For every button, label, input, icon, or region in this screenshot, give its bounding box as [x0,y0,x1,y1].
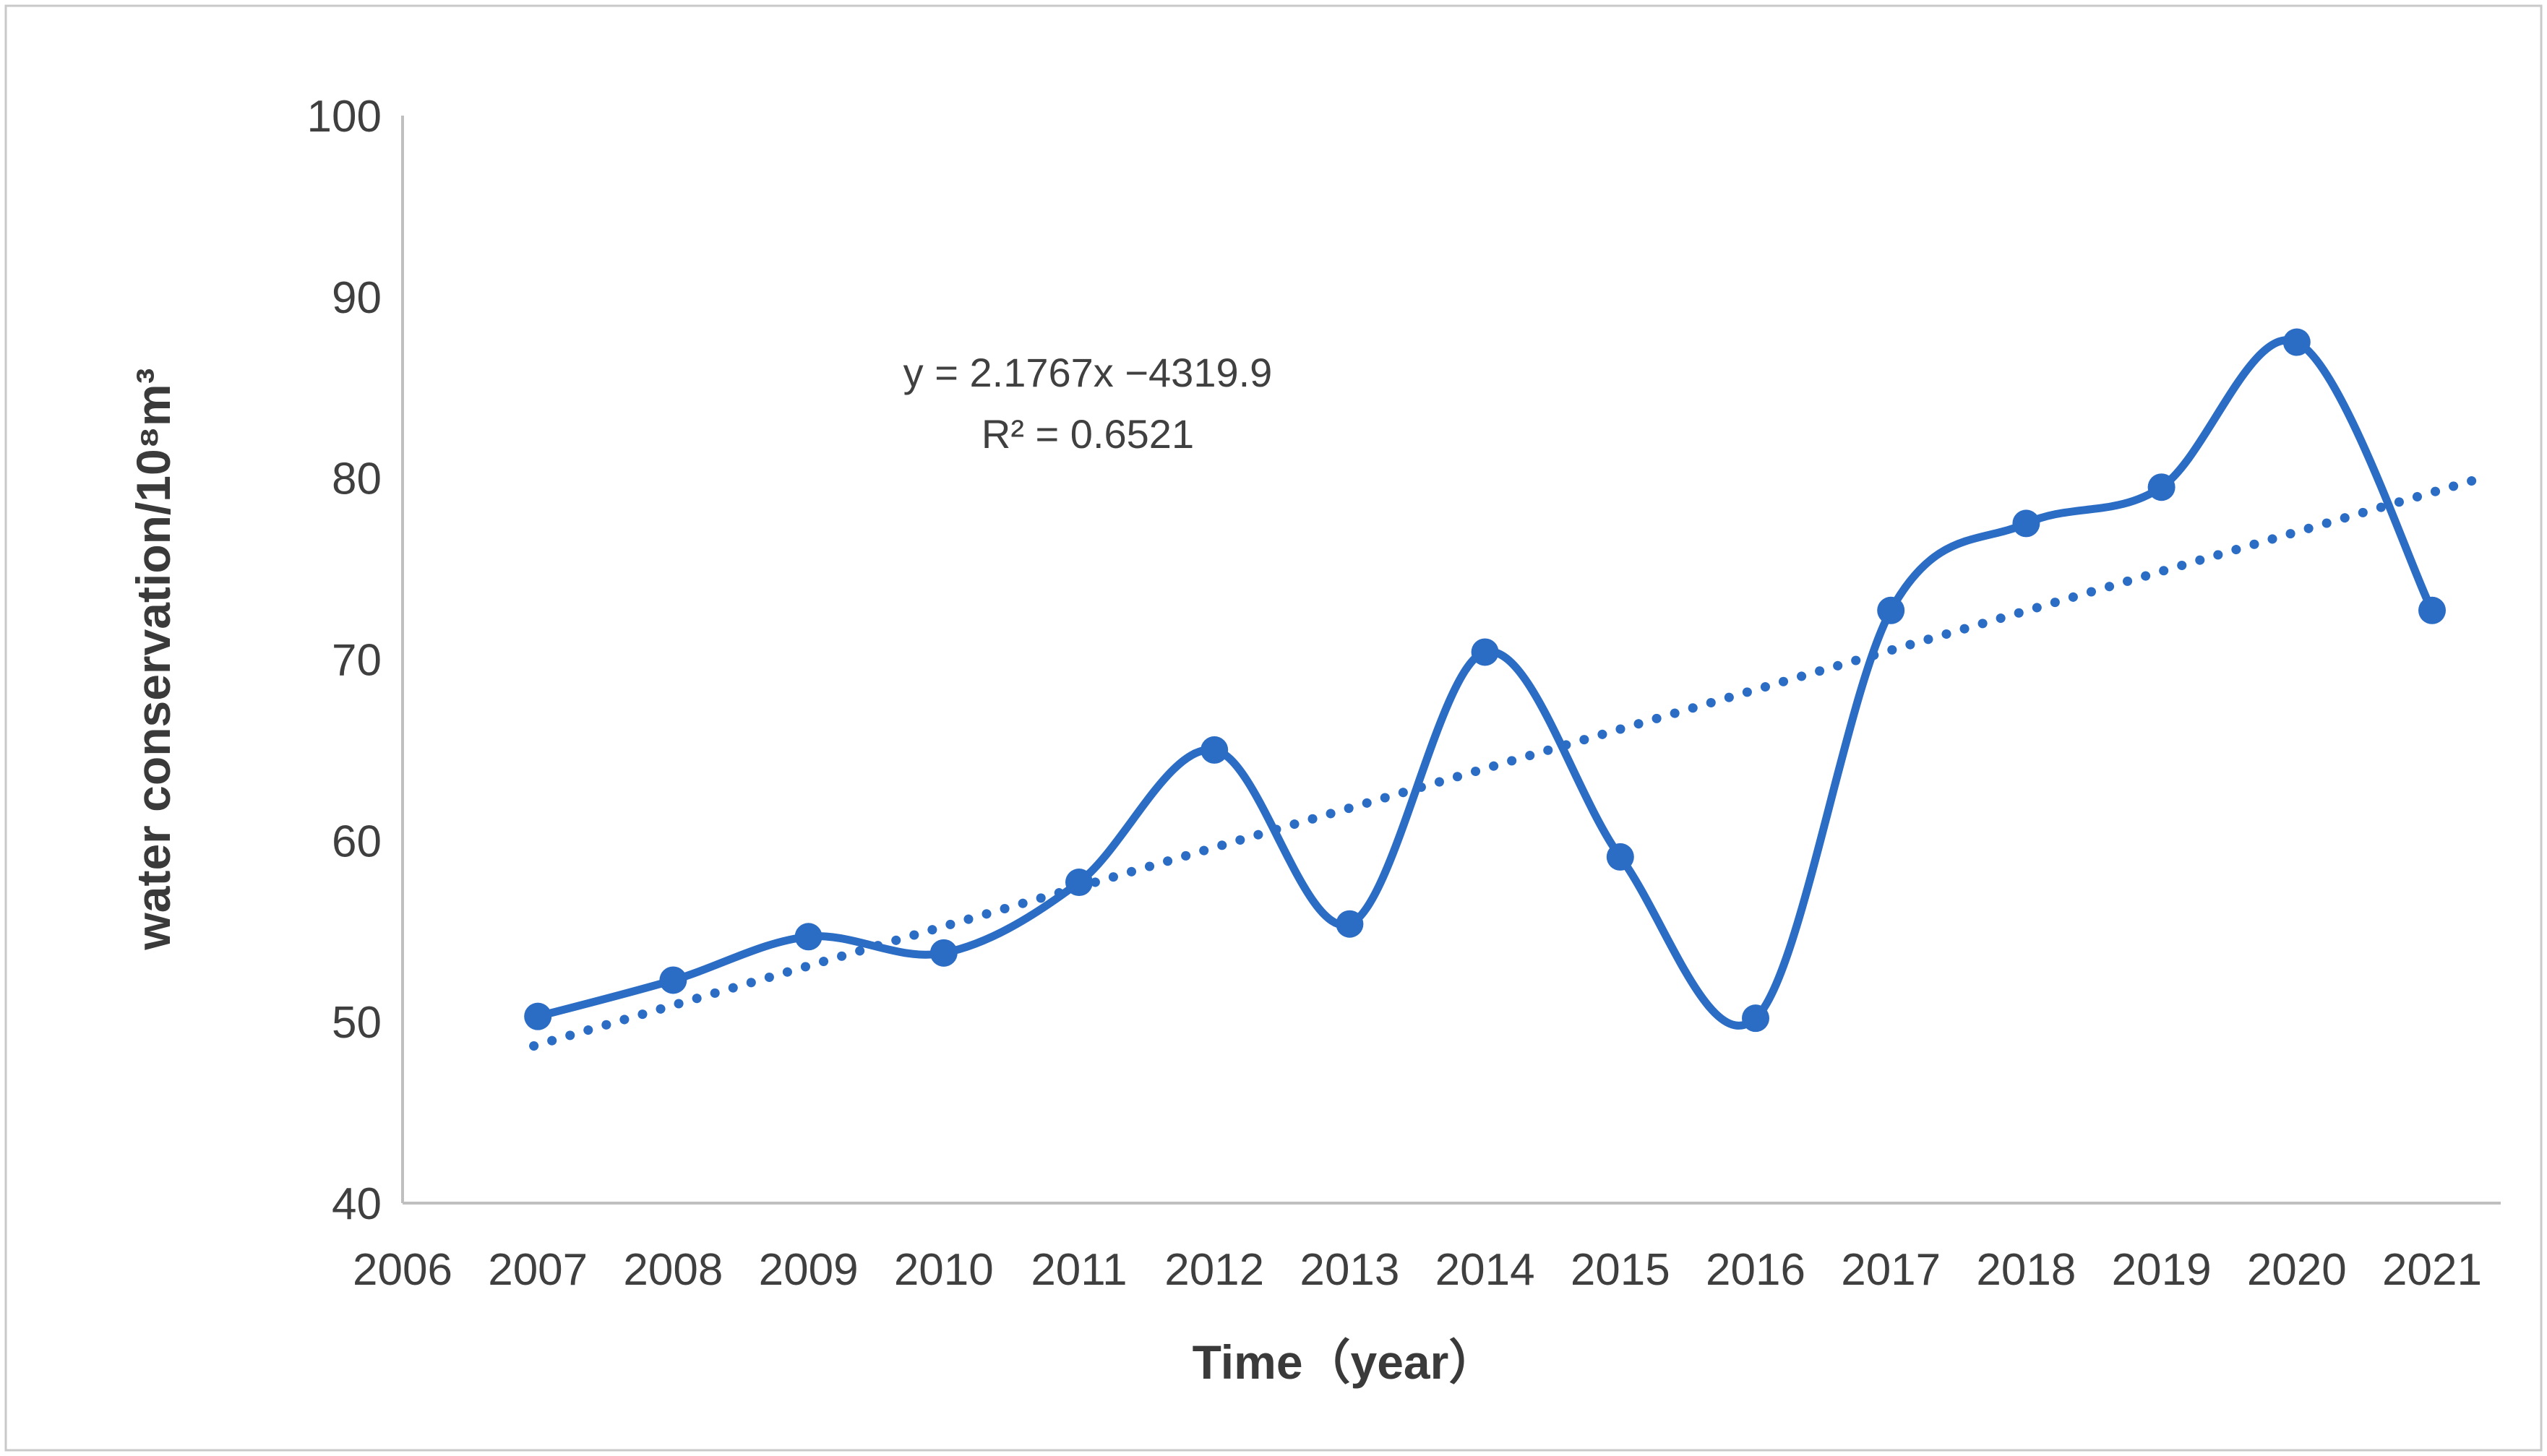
data-point-marker [1201,736,1229,764]
axes [401,116,2501,1205]
y-tick-label: 60 [332,817,382,866]
x-tick-label: 2021 [2382,1245,2482,1295]
x-tick-label: 2020 [2247,1245,2347,1295]
data-point-marker [1877,596,1905,624]
data-point-marker [929,939,958,967]
data-point-marker [2012,509,2040,538]
trendline-equation: y = 2.1767x −4319.9 [903,350,1273,395]
figure-border [4,4,2543,1452]
x-tick-label: 2008 [623,1245,723,1295]
data-point-marker [794,923,822,951]
x-tick-label: 2016 [1706,1245,1805,1295]
data-point-marker [1742,1004,1769,1033]
y-tick-label: 90 [332,273,382,323]
data-point-marker [2418,596,2446,624]
y-tick-label: 50 [332,998,382,1048]
data-point-marker [1471,638,1499,666]
x-tick-label: 2009 [759,1245,859,1295]
linear-trendline [529,475,2478,1051]
data-point-marker [1065,869,1093,897]
y-tick-label: 70 [332,636,382,686]
x-tick-label: 2007 [488,1245,588,1295]
x-tick-label: 2019 [2112,1245,2212,1295]
x-tick-label: 2018 [1976,1245,2076,1295]
data-point-markers [524,328,2446,1033]
data-point-marker [2147,473,2176,501]
data-point-marker [659,966,687,994]
x-axis-tick-labels: 2006 2007 2008 2009 2010 2011 2012 2013 2014 2015… [353,1245,2482,1295]
x-tick-label: 2010 [894,1245,994,1295]
x-tick-label: 2017 [1841,1245,1941,1295]
x-axis-title: Time（year） [1193,1335,1497,1389]
data-point-marker [1606,843,1634,871]
data-point-marker [1336,910,1364,938]
x-tick-label: 2012 [1164,1245,1264,1295]
x-tick-label: 2013 [1300,1245,1399,1295]
x-tick-label: 2006 [353,1245,452,1295]
y-tick-label: 40 [332,1179,382,1229]
x-tick-label: 2014 [1435,1245,1535,1295]
r-squared-value: R² = 0.6521 [982,411,1194,457]
data-point-marker [524,1002,552,1030]
y-tick-label: 80 [332,455,382,504]
y-axis-title: water conservation/10⁸m³ [126,368,180,950]
y-tick-label: 100 [307,92,382,142]
data-series-line [533,336,2436,1030]
x-tick-label: 2011 [1031,1245,1127,1295]
y-axis-tick-labels: 100 90 80 70 60 50 40 [307,92,382,1229]
data-point-marker [2282,328,2311,356]
x-tick-label: 2015 [1571,1245,1670,1295]
